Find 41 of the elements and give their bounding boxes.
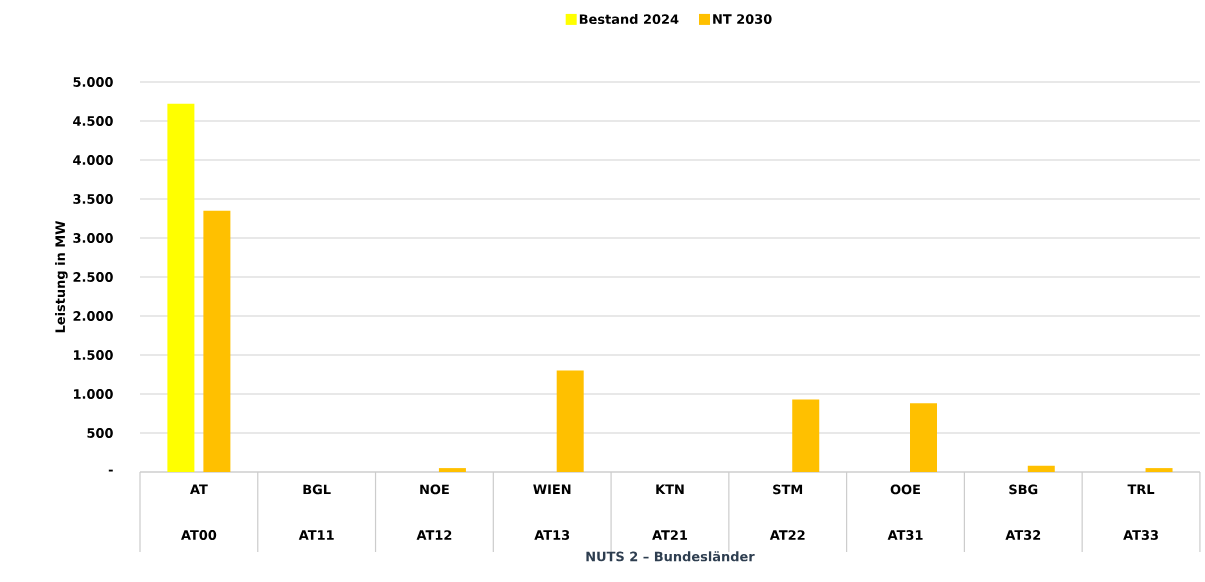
y-tick-label: 2.000 [73, 311, 113, 321]
y-tick-label: 1.000 [73, 389, 113, 399]
x-tick-label: OOE [890, 484, 920, 495]
x-tick-label: NOE [420, 484, 449, 495]
bar [910, 403, 937, 472]
bar [792, 399, 820, 472]
bar [1027, 465, 1055, 472]
legend-label: NT 2030 [713, 14, 772, 24]
text: AT31 [887, 530, 923, 540]
text: AT11 [298, 530, 334, 540]
x-tick-label: BGL [303, 484, 331, 495]
x-tick-label: KTN [656, 484, 684, 494]
legend-label: Bestand 2024 [579, 14, 679, 25]
text: AT13 [534, 530, 570, 540]
y-tick-label: 4.000 [73, 155, 113, 165]
bar [167, 103, 195, 472]
x-tick-label: STM [773, 484, 803, 495]
bar [438, 468, 466, 472]
y-tick-label: 4.500 [73, 116, 113, 126]
y-tick-label: 3.000 [73, 233, 113, 243]
text: AT00 [181, 530, 217, 540]
y-tick-label: 500 [87, 428, 113, 438]
y-tick-label: 5.000 [73, 77, 113, 87]
x-tick-label: WIEN [533, 484, 571, 494]
text: AT22 [769, 530, 805, 540]
text: AT33 [1123, 530, 1158, 540]
bar [203, 210, 231, 472]
x-tick-label: SBG [1009, 484, 1038, 495]
text: AT21 [652, 530, 688, 540]
x-tick-label: TRL [1127, 484, 1155, 494]
y-tick-label: 2.500 [73, 272, 113, 282]
bar [556, 370, 584, 472]
y-tick-label: - [108, 469, 113, 472]
x-axis-title: NUTS 2 – Bundesländer [586, 551, 755, 562]
bar [1145, 468, 1173, 472]
y-axis-title: Leistung in MW [55, 220, 68, 333]
x-tick-label: AT [190, 484, 208, 494]
y-tick-label: 3.500 [73, 194, 113, 204]
text: AT12 [416, 530, 452, 540]
text: AT32 [1005, 530, 1041, 540]
y-tick-label: 1.500 [73, 350, 113, 360]
